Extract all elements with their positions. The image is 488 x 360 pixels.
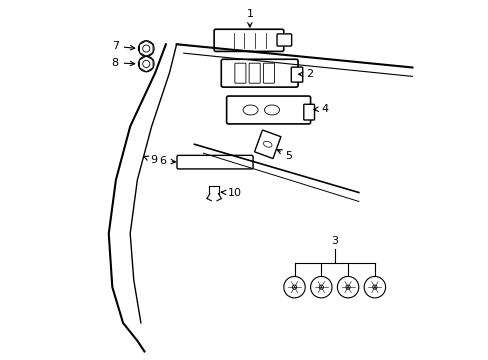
Circle shape: [337, 276, 358, 298]
Circle shape: [142, 60, 149, 67]
Circle shape: [292, 285, 296, 289]
Circle shape: [142, 45, 149, 52]
FancyBboxPatch shape: [263, 63, 274, 83]
Circle shape: [364, 276, 385, 298]
Text: 3: 3: [330, 236, 338, 246]
Text: 5: 5: [277, 150, 292, 161]
Text: 6: 6: [159, 156, 175, 166]
FancyBboxPatch shape: [226, 96, 310, 124]
Text: 2: 2: [298, 69, 312, 79]
Text: 10: 10: [221, 188, 241, 198]
FancyBboxPatch shape: [221, 59, 298, 87]
Circle shape: [310, 276, 331, 298]
FancyBboxPatch shape: [248, 63, 260, 83]
Text: 4: 4: [313, 104, 328, 113]
Ellipse shape: [263, 141, 271, 147]
FancyBboxPatch shape: [177, 156, 253, 169]
FancyBboxPatch shape: [214, 29, 283, 51]
Circle shape: [319, 285, 323, 289]
Circle shape: [345, 285, 349, 289]
Text: 1: 1: [246, 9, 253, 27]
Ellipse shape: [264, 105, 279, 115]
FancyBboxPatch shape: [291, 67, 302, 82]
Circle shape: [138, 56, 154, 72]
Polygon shape: [254, 130, 280, 158]
FancyBboxPatch shape: [234, 63, 245, 83]
Ellipse shape: [243, 105, 258, 115]
Circle shape: [283, 276, 305, 298]
Circle shape: [372, 285, 376, 289]
Text: 9: 9: [143, 156, 157, 165]
FancyBboxPatch shape: [303, 104, 314, 120]
Text: 8: 8: [111, 58, 135, 68]
Circle shape: [138, 41, 154, 57]
Text: 7: 7: [111, 41, 135, 51]
FancyBboxPatch shape: [276, 34, 291, 46]
